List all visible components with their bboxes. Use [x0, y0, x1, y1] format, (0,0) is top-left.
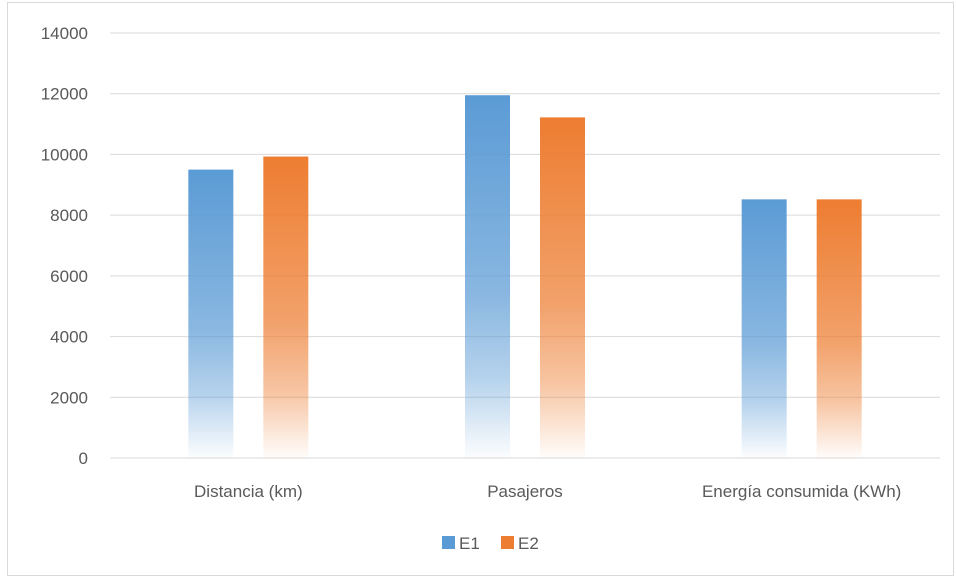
legend: E1 E2	[442, 534, 539, 553]
bars	[188, 95, 862, 459]
y-tick-label: 8000	[50, 206, 88, 225]
y-tick-label: 14000	[41, 24, 88, 43]
bar-e1	[741, 199, 787, 458]
legend-label: E1	[459, 534, 480, 553]
y-tick-label: 2000	[50, 388, 88, 407]
y-tick-label: 10000	[41, 145, 88, 164]
x-tick-label: Energía consumida (KWh)	[702, 482, 901, 501]
bar-e2	[816, 199, 862, 458]
x-tick-label: Distancia (km)	[194, 482, 303, 501]
bar-e1	[465, 95, 510, 458]
legend-label: E2	[518, 534, 539, 553]
bar-e1	[188, 169, 234, 458]
legend-swatch-e1	[442, 536, 455, 549]
x-axis-tick-labels: Distancia (km) Pasajeros Energía consumida…	[194, 482, 901, 501]
y-tick-label: 4000	[50, 328, 88, 347]
bar-e2	[263, 156, 309, 458]
bar-e2	[540, 117, 585, 459]
x-tick-label: Pasajeros	[487, 482, 563, 501]
gridlines	[110, 32, 940, 459]
y-tick-label: 12000	[41, 85, 88, 104]
y-tick-label: 6000	[50, 267, 88, 286]
y-axis-tick-labels: 0 2000 4000 6000 8000 10000 12000 14000	[41, 24, 88, 468]
y-tick-label: 0	[79, 449, 88, 468]
legend-swatch-e2	[501, 536, 514, 549]
